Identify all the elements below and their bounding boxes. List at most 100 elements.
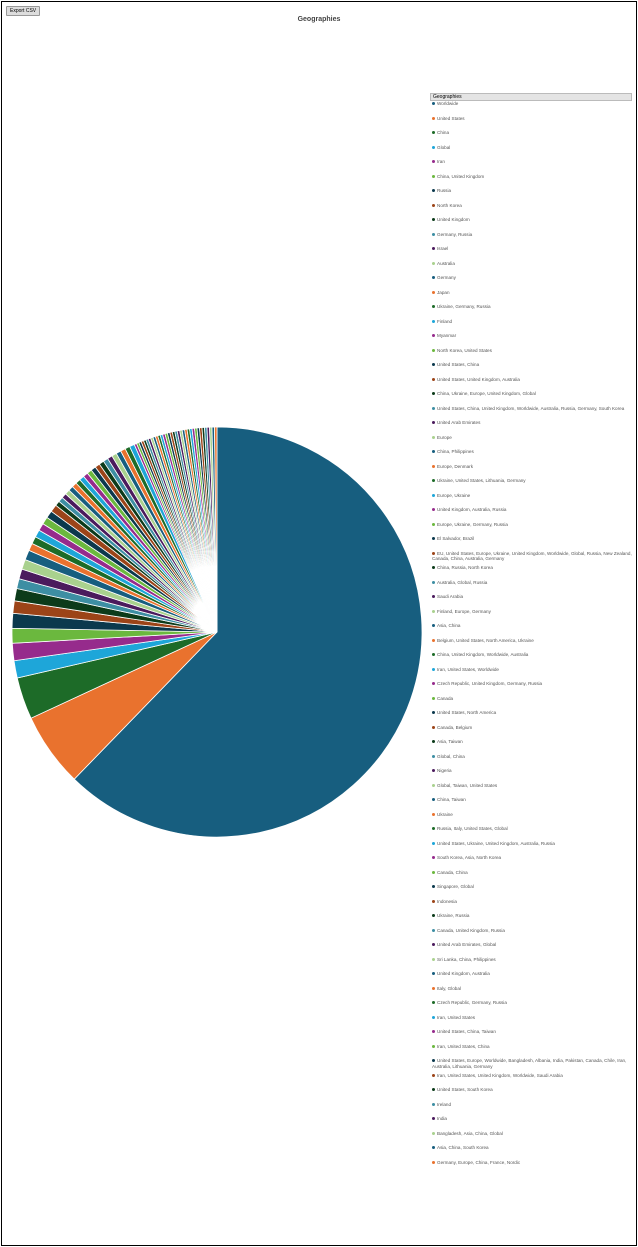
legend-item[interactable]: Indonesia	[430, 899, 632, 914]
legend-item[interactable]: Australia, Global, Russia	[430, 580, 632, 595]
legend-item[interactable]: Asia, China, South Korea	[430, 1145, 632, 1160]
legend-item[interactable]: Iran, United States, United Kingdom, Wor…	[430, 1073, 632, 1088]
legend-label: United Arab Emirates	[437, 420, 481, 425]
legend-swatch	[432, 1160, 435, 1164]
legend-item[interactable]: China, United Kingdom, Worldwide, Austra…	[430, 652, 632, 667]
legend-item[interactable]: United States, China, United Kingdom, Wo…	[430, 406, 632, 421]
legend-item[interactable]: China, Russia, North Korea	[430, 565, 632, 580]
legend-item[interactable]: Germany, Russia	[430, 232, 632, 247]
legend-label: Germany, Europe, China, France, Nordic	[437, 1159, 521, 1165]
legend-item[interactable]: China, Philippines	[430, 449, 632, 464]
legend-swatch	[432, 435, 435, 439]
legend-swatch	[432, 1015, 435, 1019]
legend-item[interactable]: United Kingdom	[430, 217, 632, 232]
legend-item[interactable]: Iran, United States, Worldwide	[430, 667, 632, 682]
legend-item[interactable]: Sri Lanka, China, Philippines	[430, 957, 632, 972]
legend-label: Iran, United States, Worldwide	[437, 666, 499, 672]
legend-label: Canada	[437, 695, 454, 701]
legend-item[interactable]: Europe, Ukraine, Germany, Russia	[430, 522, 632, 537]
legend-title[interactable]: Geographies	[430, 93, 632, 101]
legend-label: Italy, Global	[437, 985, 461, 991]
legend-item[interactable]: China	[430, 130, 632, 145]
legend-item[interactable]: Europe, Denmark	[430, 464, 632, 479]
legend-item[interactable]: North Korea	[430, 203, 632, 218]
legend-item[interactable]: Asia, China	[430, 623, 632, 638]
legend-item[interactable]: Canada, United Kingdom, Russia	[430, 928, 632, 943]
legend-item[interactable]: United States, China, Taiwan	[430, 1029, 632, 1044]
legend-item[interactable]: Nigeria	[430, 768, 632, 783]
legend-item[interactable]: Germany, Europe, China, France, Nordic	[430, 1160, 632, 1175]
legend-item[interactable]: Ukraine, United States, Lithuania, Germa…	[430, 478, 632, 493]
legend-item[interactable]: Italy, Global	[430, 986, 632, 1001]
legend-item[interactable]: Iran, United States, China	[430, 1044, 632, 1059]
legend-item[interactable]: Russia, Italy, United States, Global	[430, 826, 632, 841]
legend-item[interactable]: Russia	[430, 188, 632, 203]
legend-item[interactable]: United States	[430, 116, 632, 131]
legend-label: Russia, Italy, United States, Global	[437, 826, 508, 831]
legend-item[interactable]: Singapore, Global	[430, 884, 632, 899]
legend-item[interactable]: EU, United States, Europe, Ukraine, Unit…	[430, 551, 632, 566]
legend-item[interactable]: Global, China	[430, 754, 632, 769]
legend-item[interactable]: Australia	[430, 261, 632, 276]
legend-item[interactable]: Canada, Belgium	[430, 725, 632, 740]
legend-item[interactable]: Iran, United States	[430, 1015, 632, 1030]
legend-label: United States, Ukraine, United Kingdom, …	[437, 840, 555, 846]
legend-swatch	[432, 276, 435, 280]
legend-item[interactable]: El Salvador, Brazil	[430, 536, 632, 551]
legend-item[interactable]: United Kingdom, Australia	[430, 971, 632, 986]
legend-label: Iran, United States	[437, 1014, 476, 1020]
legend-item[interactable]: Germany	[430, 275, 632, 290]
legend-item[interactable]: Czech Republic, United Kingdom, Germany,…	[430, 681, 632, 696]
legend-item[interactable]: United States, United Kingdom, Australia	[430, 377, 632, 392]
legend-swatch	[432, 348, 435, 352]
legend-item[interactable]: Ukraine, Russia	[430, 913, 632, 928]
legend-item[interactable]: Ireland	[430, 1102, 632, 1117]
legend-item[interactable]: South Korea, Asia, North Korea	[430, 855, 632, 870]
legend-item[interactable]: Finland	[430, 319, 632, 334]
legend-item[interactable]: Ukraine, Germany, Russia	[430, 304, 632, 319]
export-button[interactable]: Export CSV	[6, 6, 41, 16]
legend-item[interactable]: Global, Taiwan, United States	[430, 783, 632, 798]
legend-item[interactable]: United States, Ukraine, United Kingdom, …	[430, 841, 632, 856]
legend-item[interactable]: United Kingdom, Australia, Russia	[430, 507, 632, 522]
legend-swatch	[432, 841, 435, 845]
legend-item[interactable]: Europe, Ukraine	[430, 493, 632, 508]
legend-item[interactable]: United States, Europe, Worldwide, Bangla…	[430, 1058, 632, 1073]
legend-item[interactable]: Iran	[430, 159, 632, 174]
legend-item[interactable]: United Arab Emirates	[430, 420, 632, 435]
legend-item[interactable]: Japan	[430, 290, 632, 305]
legend-label: Global, Taiwan, United States	[437, 782, 498, 788]
legend-item[interactable]: Myanmar	[430, 333, 632, 348]
legend-swatch	[432, 392, 435, 396]
legend-item[interactable]: Canada, China	[430, 870, 632, 885]
legend-item[interactable]: Worldwide	[430, 101, 632, 116]
legend-item[interactable]: Belgium, United States, North America, U…	[430, 638, 632, 653]
legend-label: United States, China, United Kingdom, Wo…	[437, 405, 625, 411]
legend-item[interactable]: Europe	[430, 435, 632, 450]
legend-item[interactable]: Canada	[430, 696, 632, 711]
legend-item[interactable]: Finland, Europe, Germany	[430, 609, 632, 624]
legend-item[interactable]: United Arab Emirates, Global	[430, 942, 632, 957]
legend-item[interactable]: Asia, Taiwan	[430, 739, 632, 754]
legend-item[interactable]: India	[430, 1116, 632, 1131]
legend-item[interactable]: China, United Kingdom	[430, 174, 632, 189]
legend-item[interactable]: Bangladesh, Asia, China, Global	[430, 1131, 632, 1146]
legend-item[interactable]: Saudi Arabia	[430, 594, 632, 609]
chart-title: Geographies	[298, 16, 341, 23]
legend-item[interactable]: North Korea, United States	[430, 348, 632, 363]
legend-item[interactable]: United States, South Korea	[430, 1087, 632, 1102]
legend-item[interactable]: United States, North America	[430, 710, 632, 725]
legend-item[interactable]: China, Taiwan	[430, 797, 632, 812]
legend-item[interactable]: United States, China	[430, 362, 632, 377]
legend-swatch	[432, 885, 435, 889]
legend-label: China, Taiwan	[437, 797, 466, 802]
legend-item[interactable]: Global	[430, 145, 632, 160]
legend-item[interactable]: Israel	[430, 246, 632, 261]
legend-swatch	[432, 624, 435, 628]
legend-label: China, Russia, North Korea	[437, 565, 493, 570]
legend-item[interactable]: Ukraine	[430, 812, 632, 827]
legend-item[interactable]: Czech Republic, Germany, Russia	[430, 1000, 632, 1015]
legend-swatch	[432, 377, 435, 381]
legend-item[interactable]: China, Ukraine, Europe, United Kingdom, …	[430, 391, 632, 406]
